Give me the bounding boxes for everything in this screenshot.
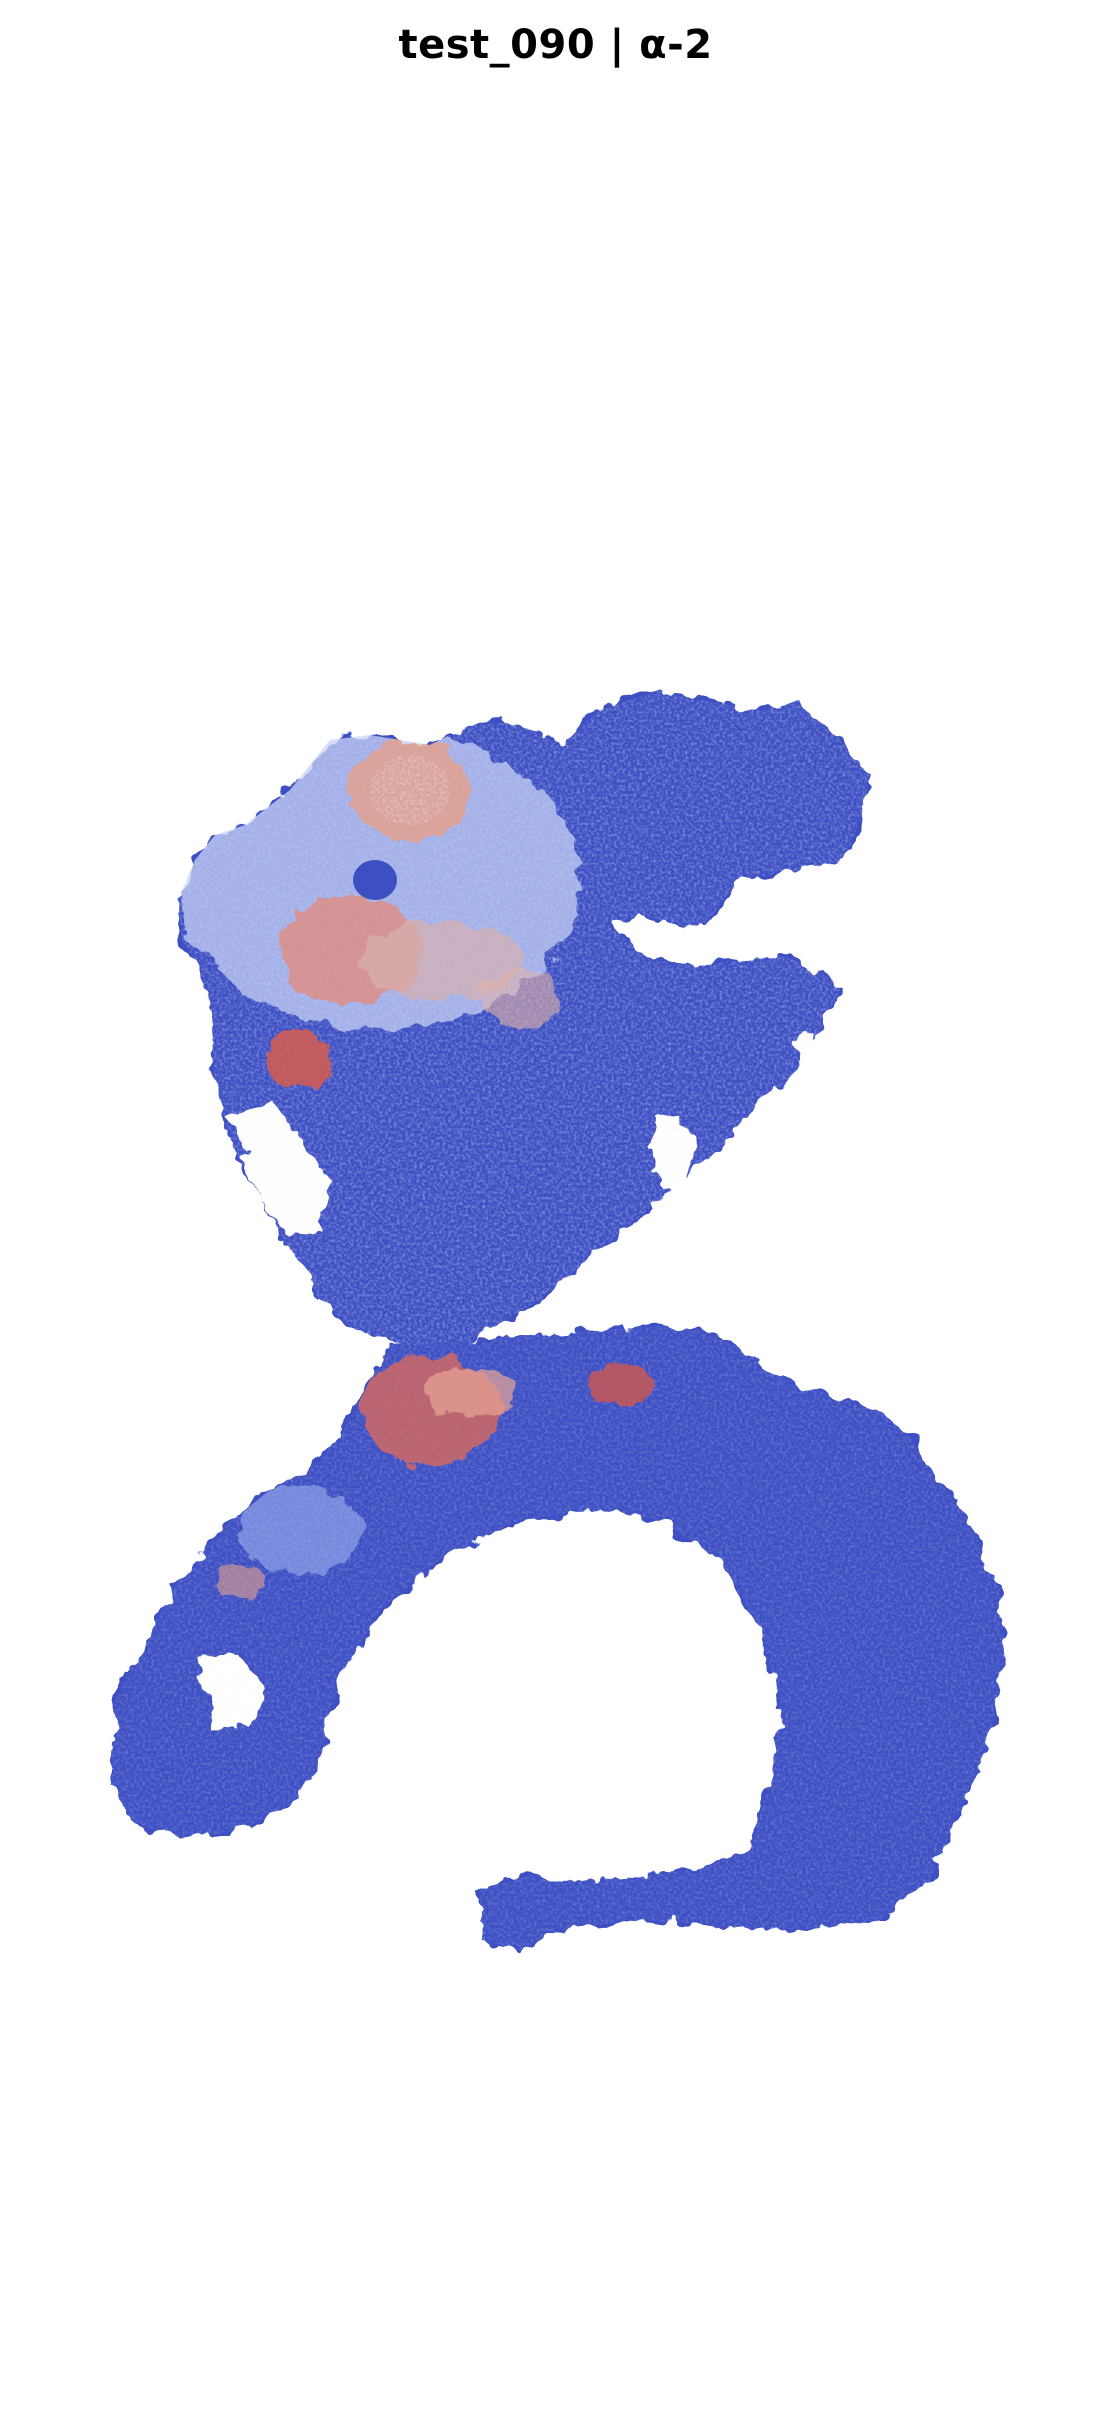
upper-hotspots (180, 730, 580, 1088)
lower-hotspots (216, 1355, 652, 1598)
expression-speckle-lower (110, 1325, 1005, 1950)
figure-title: test_090 | α-2 (398, 22, 713, 68)
